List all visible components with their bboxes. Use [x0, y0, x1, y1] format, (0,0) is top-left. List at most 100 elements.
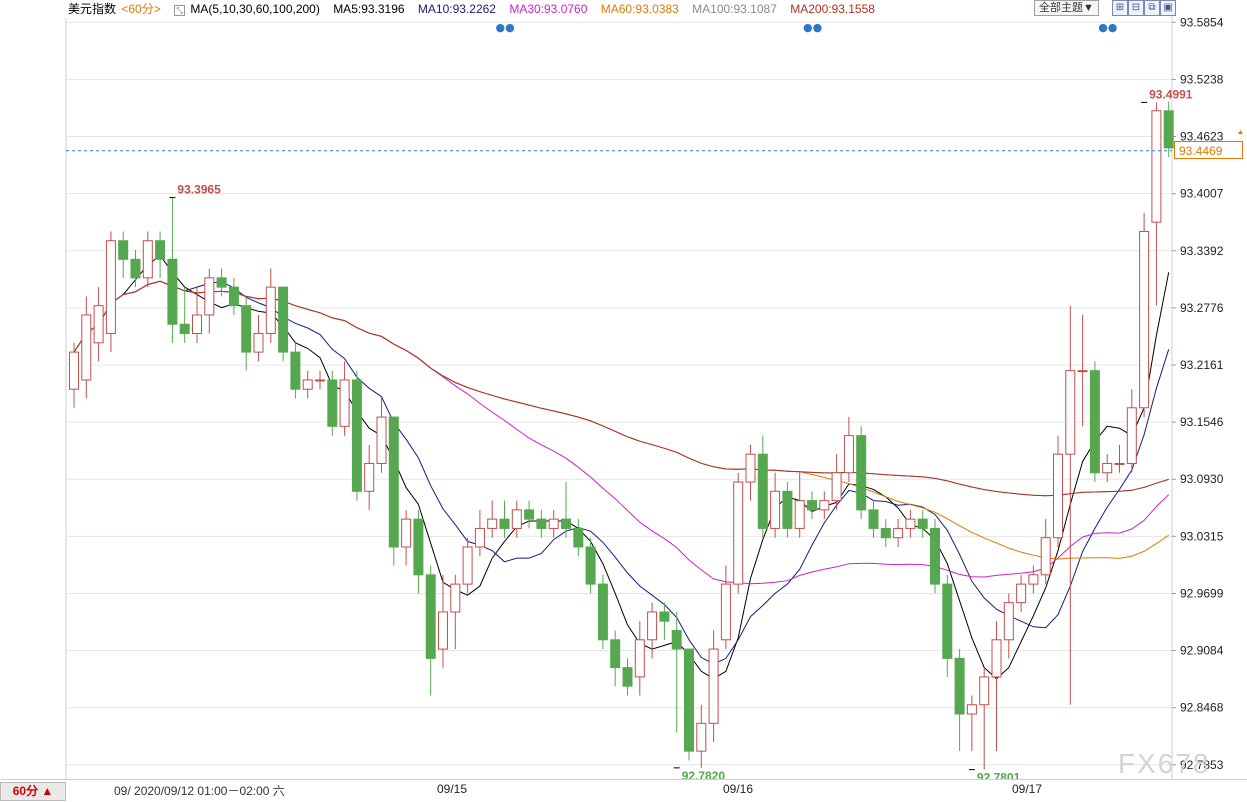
candlesticks	[69, 101, 1174, 770]
restore-window-icon[interactable]: ⧉	[1144, 0, 1160, 16]
y-tick-label: 93.0930	[1180, 472, 1224, 486]
candle	[302, 370, 313, 399]
ma-settings-icon[interactable]: ⤡	[174, 5, 186, 16]
layout-icon[interactable]: ⊟	[1128, 0, 1144, 16]
event-marker: ●●	[496, 21, 515, 34]
annotation-label: 93.4991	[1149, 87, 1193, 101]
candle-body	[462, 546, 473, 585]
candle-body	[1102, 462, 1113, 474]
x-tick-label: 09/15	[437, 782, 468, 796]
candle	[684, 648, 694, 761]
candle	[930, 519, 940, 594]
candle	[794, 472, 805, 538]
y-tick-label: 93.5238	[1180, 72, 1224, 86]
candle-body	[597, 583, 608, 641]
candle-body	[856, 435, 867, 511]
candle	[622, 658, 633, 696]
candle-body	[327, 379, 338, 427]
candle-body	[241, 305, 252, 353]
candle	[142, 231, 153, 288]
candle	[610, 630, 621, 687]
candle-body	[302, 379, 313, 390]
candle	[782, 482, 793, 538]
candle	[807, 491, 817, 520]
candle-body	[228, 286, 239, 307]
candle-body	[265, 286, 276, 335]
candle-body	[167, 258, 178, 325]
candle-body	[118, 240, 129, 260]
candle-body	[192, 314, 202, 335]
candle-body	[548, 518, 559, 529]
candle-body	[425, 574, 436, 659]
candle-body	[954, 657, 965, 715]
y-tick-label: 93.2776	[1180, 301, 1224, 315]
y-axis-ticks: 93.5854 93.5238 93.4623 93.4007 93.3392 93.27…	[1172, 15, 1224, 772]
candle-body	[524, 509, 535, 520]
candle-body	[81, 314, 92, 381]
candle	[696, 704, 707, 768]
candle	[770, 472, 781, 538]
candle	[192, 287, 202, 343]
y-tick-label: 93.2161	[1180, 358, 1224, 372]
candle-body	[105, 240, 116, 335]
candle	[241, 296, 252, 371]
y-tick-label: 93.4007	[1180, 187, 1224, 201]
candle	[597, 574, 608, 650]
period-button[interactable]: 60分 ▲	[0, 782, 66, 801]
candle-body	[290, 351, 301, 390]
y-tick-label: 92.9699	[1180, 586, 1224, 600]
candle	[265, 268, 276, 343]
candle-body	[1163, 110, 1174, 149]
candle-body	[917, 518, 928, 529]
candle-body	[401, 518, 412, 548]
instrument-name[interactable]: 美元指数	[68, 2, 117, 16]
candle-body	[794, 500, 805, 529]
ma60-value: MA60:93.0383	[600, 2, 679, 16]
candle	[647, 602, 658, 659]
event-marker: ●●	[1098, 21, 1117, 34]
candle	[1016, 574, 1027, 612]
candle	[966, 695, 977, 752]
candle	[573, 519, 584, 557]
candle	[585, 537, 596, 594]
candle-body	[499, 518, 510, 529]
moving-average-lines	[73, 254, 1170, 680]
candle-body	[1028, 574, 1039, 585]
candle	[118, 231, 129, 278]
x-tick-label: 09/16	[723, 782, 754, 796]
candle-body	[216, 277, 227, 288]
candle-body	[585, 546, 596, 585]
candle-body	[1126, 407, 1137, 464]
candle	[327, 370, 338, 436]
candle-body	[930, 527, 940, 585]
candle-body	[511, 509, 522, 529]
candle-body	[155, 240, 166, 260]
candle	[917, 509, 928, 538]
candle-body	[880, 527, 891, 539]
candle-body	[659, 611, 670, 622]
maximize-icon[interactable]: ▣	[1160, 0, 1176, 16]
ma60-line	[73, 280, 1169, 560]
y-tick-label: 93.3392	[1180, 244, 1224, 258]
annotation-label: 93.3965	[177, 183, 221, 197]
candle-body	[1077, 370, 1088, 373]
candle-body	[757, 453, 768, 529]
candle-body	[634, 639, 645, 678]
candle-body	[351, 379, 362, 492]
candle	[1065, 305, 1076, 705]
candle-body	[339, 379, 350, 427]
candle	[659, 602, 670, 640]
theme-dropdown[interactable]: 全部主题▼	[1034, 0, 1099, 16]
candle	[351, 370, 362, 501]
candle	[720, 565, 731, 650]
grid-view-icon[interactable]: ⊞	[1112, 0, 1128, 16]
event-markers: ●● ●● ●●	[496, 21, 1118, 34]
candle	[474, 509, 485, 557]
last-price-label: 93.4469	[1174, 141, 1243, 159]
candle	[954, 649, 965, 752]
y-tick-label: 93.0315	[1180, 529, 1224, 543]
y-tick-label: 92.7853	[1180, 758, 1224, 772]
watermark: FX678	[1118, 748, 1211, 779]
candle-body	[819, 500, 830, 511]
